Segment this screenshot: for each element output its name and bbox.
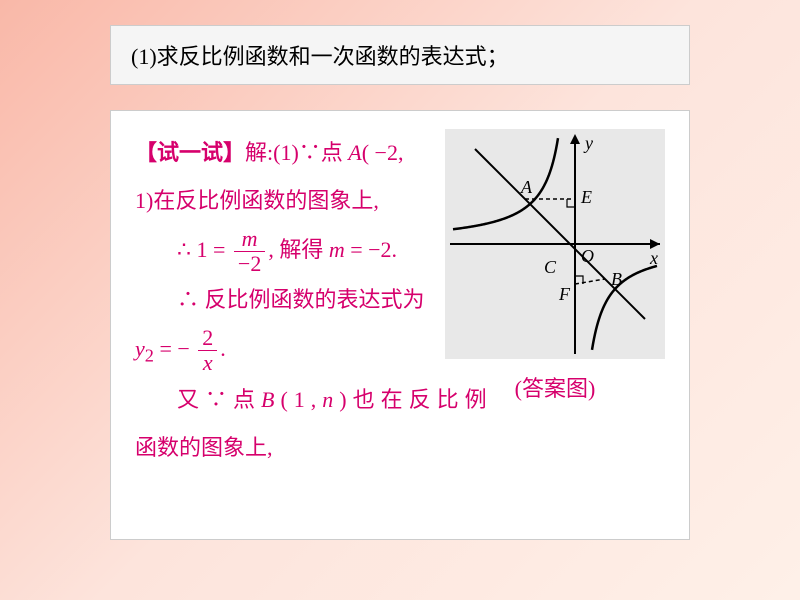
- svg-text:B: B: [611, 269, 622, 289]
- l1b: A: [348, 140, 361, 165]
- l2: 1)在反比例函数的图象上,: [135, 177, 455, 225]
- l5c: .: [220, 336, 226, 361]
- question-text: (1)求反比例函数和一次函数的表达式；: [131, 39, 509, 71]
- frac2: 2 x: [198, 326, 217, 375]
- svg-text:C: C: [544, 257, 557, 277]
- l5s: 2: [145, 345, 154, 365]
- svg-text:F: F: [558, 284, 571, 304]
- l3d: = −2.: [345, 237, 397, 262]
- svg-text:x: x: [649, 248, 658, 268]
- solution-panel: 【试一试】解:(1)∵点 A( −2, 1)在反比例函数的图象上, ∴ 1 = …: [110, 110, 690, 540]
- frac1: m −2: [234, 227, 265, 276]
- graph-caption: (答案图): [445, 371, 665, 403]
- frac2d: x: [198, 351, 217, 375]
- try-label: 【试一试】: [135, 140, 245, 165]
- l3b: , 解得: [268, 237, 329, 262]
- svg-text:A: A: [520, 177, 533, 197]
- svg-text:y: y: [583, 133, 593, 153]
- l6c: (1,: [280, 387, 322, 412]
- frac1n: m: [234, 227, 265, 252]
- l6b: B: [261, 387, 280, 412]
- solution-text: 【试一试】解:(1)∵点 A( −2, 1)在反比例函数的图象上, ∴ 1 = …: [135, 129, 455, 472]
- l6d: n: [322, 387, 339, 412]
- answer-graph: y x O A E B CF: [445, 129, 665, 359]
- l5b: = −: [154, 336, 195, 361]
- frac2n: 2: [198, 326, 217, 351]
- l6a: 又∵点: [177, 387, 261, 412]
- svg-text:O: O: [581, 246, 594, 266]
- l1a: 解:(1)∵点: [245, 140, 343, 165]
- l3c: m: [329, 237, 345, 262]
- l1c: ( −2,: [362, 140, 404, 165]
- frac1d: −2: [234, 252, 265, 276]
- l7: 函数的图象上,: [135, 424, 455, 472]
- l4: ∴ 反比例函数的表达式为: [135, 276, 455, 324]
- l3a: ∴ 1 =: [177, 237, 225, 262]
- svg-text:E: E: [580, 187, 592, 207]
- graph-svg: y x O A E B CF: [445, 129, 665, 359]
- l5a: y: [135, 336, 145, 361]
